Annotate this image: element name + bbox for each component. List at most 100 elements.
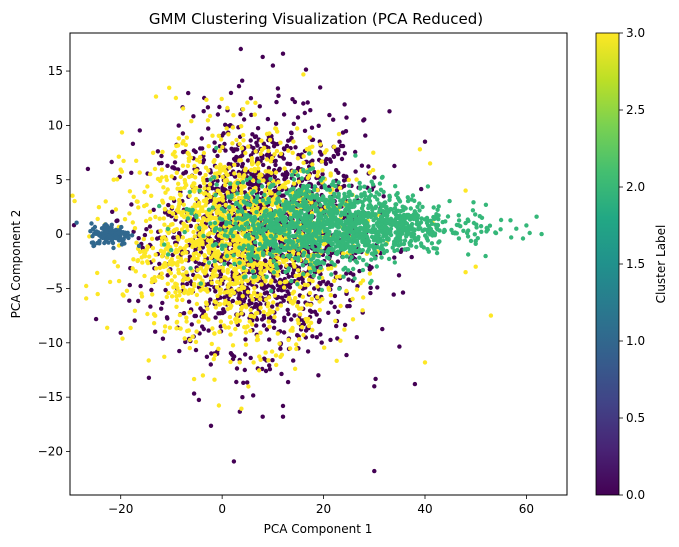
data-point [127,282,132,288]
data-point [391,210,397,215]
data-point [147,254,152,259]
data-point [215,208,220,214]
data-point [222,261,227,267]
data-point [180,297,185,303]
data-point [270,309,275,314]
data-point [466,252,471,257]
data-point [192,181,197,186]
data-point [292,169,297,174]
data-point [315,284,320,289]
data-point [183,339,188,345]
data-point [191,114,196,119]
data-point [153,214,158,220]
data-point [343,219,348,224]
data-point [442,227,447,233]
data-point [186,174,192,180]
data-point [246,252,251,257]
data-point [250,132,255,137]
data-point [202,181,207,186]
data-point [221,323,227,328]
data-point [373,250,378,255]
data-point [110,240,116,246]
data-point [266,295,272,300]
data-point [319,340,324,345]
data-point [275,86,281,91]
data-point [414,221,419,227]
data-point [203,269,208,275]
data-point [346,268,351,273]
data-point [311,187,317,193]
data-point [316,169,321,175]
data-point [344,115,349,120]
data-point [318,332,323,337]
data-point [162,222,167,227]
data-point [273,162,278,168]
data-point [270,284,275,289]
data-point [329,272,334,277]
data-point [237,360,242,365]
data-point [396,273,402,278]
data-point [283,218,289,223]
colorbar [596,33,619,495]
data-point [472,232,477,237]
data-point [375,237,380,242]
data-point [232,197,237,202]
data-point [447,198,452,204]
data-point [193,347,199,353]
data-point [372,175,377,180]
data-point [226,301,232,306]
data-point [370,167,376,173]
data-point [334,188,340,193]
data-point [243,150,248,156]
data-point [340,254,346,260]
data-point [271,182,276,187]
data-point [159,271,164,276]
data-point [215,178,220,184]
data-point [136,205,141,210]
data-point [269,278,274,283]
data-point [295,333,300,338]
data-point [137,170,142,175]
data-point [243,215,248,221]
data-point [372,247,377,252]
data-point [361,295,366,300]
data-point [165,163,170,168]
data-point [342,327,347,332]
data-point [204,218,210,223]
data-point [286,138,291,143]
data-point [136,236,141,241]
data-point [162,329,167,334]
data-point [303,191,308,196]
data-point [362,190,367,196]
data-point [324,235,329,240]
data-point [381,234,386,239]
data-point [256,368,262,373]
data-point [474,225,479,230]
data-point [164,237,169,242]
data-point [173,243,179,248]
data-point [261,313,266,318]
data-point [316,373,321,378]
data-point [183,170,188,175]
data-point [275,198,280,203]
data-point [127,298,132,303]
y-tick-label: −5 [45,281,63,295]
data-point [231,253,236,258]
data-point [527,230,532,236]
data-point [222,164,228,170]
data-point [456,236,462,241]
data-point [193,169,198,175]
data-point [330,247,335,253]
data-point [230,343,236,348]
data-point [246,236,252,241]
data-point [275,246,280,251]
data-point [377,181,383,186]
data-point [318,265,323,271]
chart-title: GMM Clustering Visualization (PCA Reduce… [149,10,483,28]
data-point [237,260,242,265]
data-point [181,214,187,219]
data-point [224,253,230,259]
data-point [417,208,422,213]
data-point [186,276,191,281]
data-point [508,218,513,223]
